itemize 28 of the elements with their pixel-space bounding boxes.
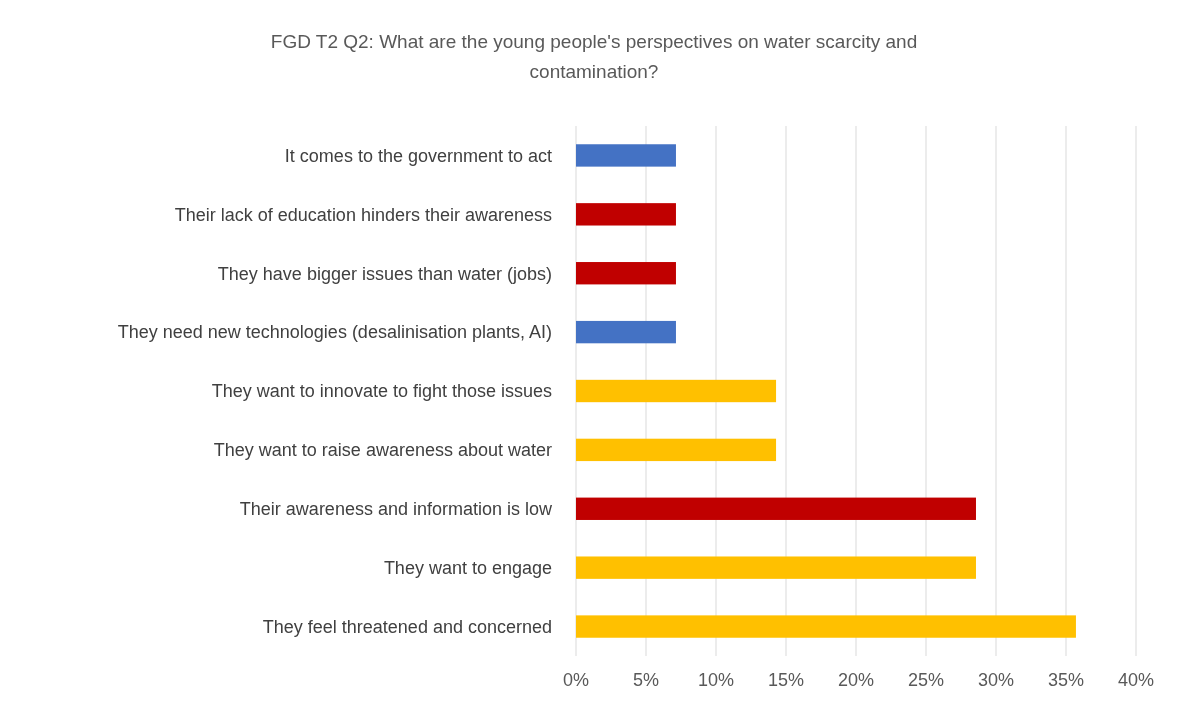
y-tick-label: They want to raise awareness about water (213, 440, 552, 461)
chart-title: FGD T2 Q2: What are the young people's perspectives on water scarcity and contamination? (270, 31, 918, 82)
x-tick-label: 25% (907, 670, 945, 690)
y-tick-label: They want to innovate to fight those issues (211, 381, 552, 402)
bar (576, 497, 976, 520)
y-tick-label: They need new technologies (desalinisation plants, AI) (117, 322, 552, 343)
bar (576, 379, 777, 403)
y-tick-label: Their lack of education hinders their awareness (174, 204, 552, 225)
bar (576, 262, 676, 285)
bar (576, 615, 1076, 638)
bar (576, 203, 676, 226)
bar (576, 320, 676, 344)
y-tick-label: They feel threatened and concerned (262, 616, 552, 637)
bar (576, 556, 976, 579)
y-tick-label: They want to engage (383, 557, 552, 578)
x-tick-label: 15% (767, 670, 805, 690)
x-tick-label: 30% (977, 670, 1015, 690)
y-tick-label: It comes to the government to act (284, 145, 552, 166)
y-tick-label: They have bigger issues than water (jobs) (217, 263, 552, 284)
x-tick-label: 40% (1117, 670, 1155, 690)
x-tick-label: 5% (632, 670, 660, 690)
y-tick-label: Their awareness and information is low (239, 499, 553, 520)
x-tick-label: 10% (697, 670, 735, 690)
x-tick-label: 0% (562, 670, 590, 690)
bar (576, 144, 676, 167)
x-tick-label: 20% (837, 670, 875, 690)
x-tick-label: 35% (1047, 670, 1085, 690)
bar (576, 438, 777, 462)
